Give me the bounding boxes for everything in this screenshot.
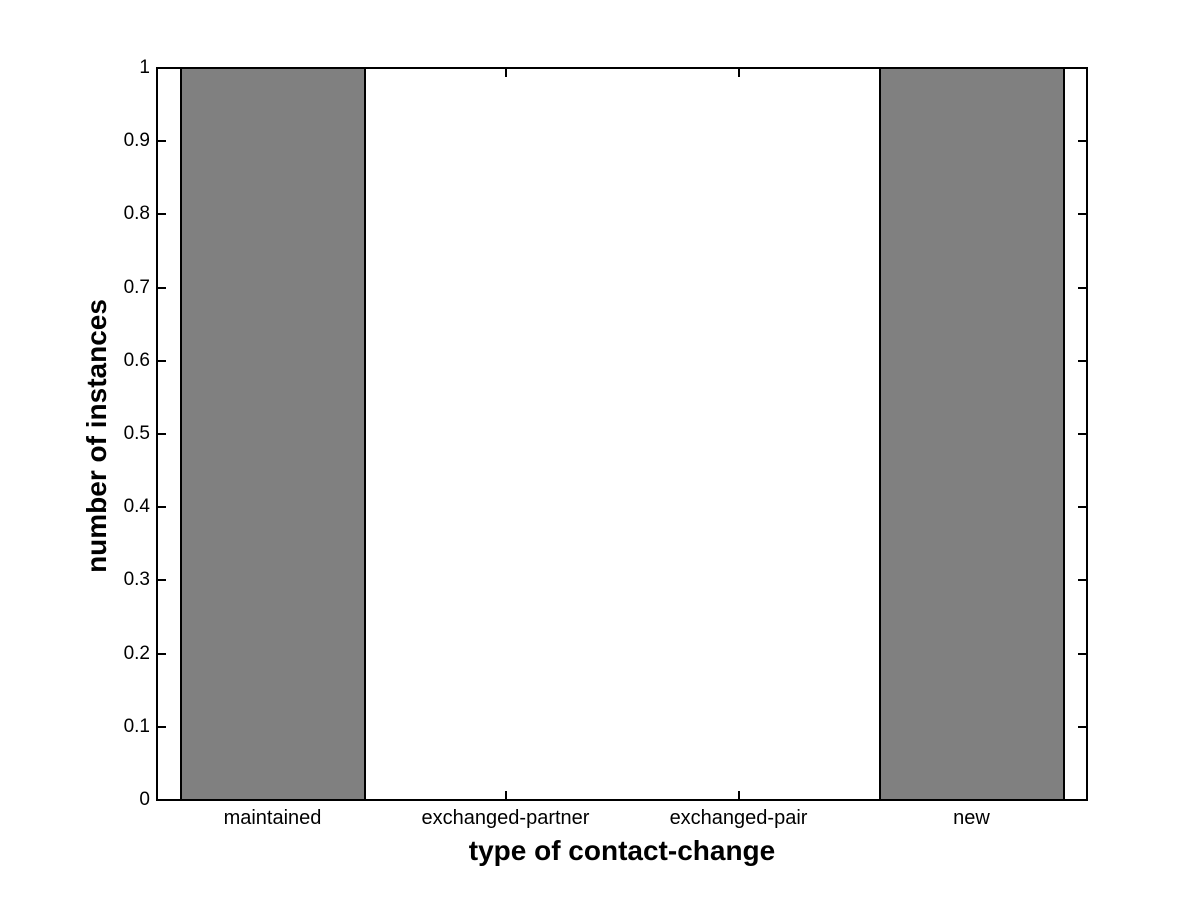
y-tick-left — [158, 67, 166, 69]
y-tick-label: 0 — [139, 789, 150, 810]
x-tick-label: maintained — [223, 807, 322, 829]
bar-new — [878, 67, 1065, 801]
y-tick-label: 0.9 — [123, 130, 150, 152]
y-tick-left — [158, 652, 166, 655]
y-tick-left — [158, 506, 166, 509]
y-tick-right — [1078, 213, 1086, 216]
x-axis-label: type of contact-change — [468, 835, 776, 866]
y-tick-left — [158, 725, 166, 728]
y-tick-left — [158, 213, 166, 216]
x-tick-label: exchanged-partner — [421, 807, 590, 829]
y-tick-left — [158, 359, 166, 362]
y-tick-left — [158, 286, 166, 289]
x-tick-label: exchanged-pair — [669, 807, 808, 829]
y-tick-left — [158, 799, 166, 801]
y-tick-left — [158, 140, 166, 143]
y-tick-right — [1078, 140, 1086, 143]
bar-maintained — [179, 67, 366, 801]
y-tick-right — [1078, 286, 1086, 289]
x-tick-top — [737, 69, 740, 77]
y-tick-right — [1078, 725, 1086, 728]
x-tick-bottom — [737, 791, 740, 799]
y-tick-right — [1078, 67, 1086, 69]
y-tick-left — [158, 433, 166, 435]
y-tick-label: 0.7 — [123, 276, 150, 298]
y-tick-right — [1078, 579, 1086, 582]
y-tick-label: 0.1 — [123, 715, 150, 737]
x-tick-bottom — [504, 791, 507, 799]
y-tick-label: 0.2 — [123, 642, 150, 664]
y-tick-right — [1078, 433, 1086, 435]
y-tick-left — [158, 579, 166, 582]
y-tick-right — [1078, 359, 1086, 362]
y-tick-label: 0.3 — [123, 569, 150, 591]
y-tick-label: 0.8 — [123, 203, 150, 225]
y-tick-label: 1 — [139, 57, 150, 78]
x-tick-label: new — [953, 807, 990, 829]
y-tick-right — [1078, 506, 1086, 509]
y-tick-label: 0.5 — [123, 423, 150, 444]
y-tick-label: 0.4 — [123, 496, 150, 518]
x-tick-top — [504, 69, 507, 77]
y-tick-label: 0.6 — [123, 349, 150, 371]
y-tick-right — [1078, 652, 1086, 655]
y-tick-right — [1078, 799, 1086, 801]
